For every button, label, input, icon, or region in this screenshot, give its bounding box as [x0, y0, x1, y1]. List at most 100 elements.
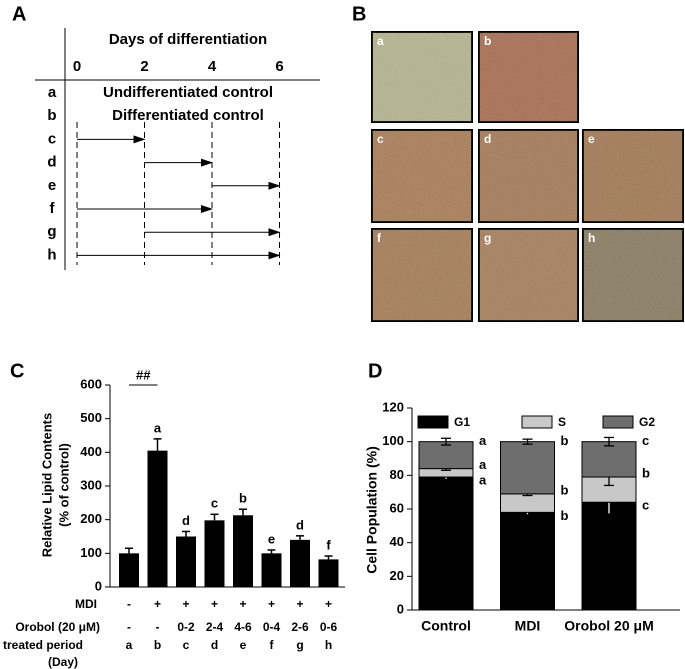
- bar: [318, 559, 339, 587]
- micrograph-texture: [372, 229, 472, 321]
- significance-letter: d: [296, 517, 304, 532]
- y-axis-label: Relative Lipid Contents: [39, 413, 54, 557]
- significance-letter: e: [268, 531, 275, 546]
- bar-segment: [418, 476, 474, 611]
- annotation: ##: [136, 367, 151, 382]
- x-tick-label: g: [296, 638, 303, 652]
- bar: [176, 536, 196, 587]
- y-tick-label: 80: [390, 467, 404, 482]
- bar-segment: [418, 441, 474, 470]
- y-tick-label: 0: [95, 578, 102, 593]
- legend-swatch: [602, 415, 634, 429]
- panel-label: C: [10, 360, 24, 382]
- y-tick-label: 40: [390, 534, 404, 549]
- bar: [290, 539, 310, 587]
- day-label: 6: [275, 58, 283, 75]
- treatment-cell: 2-6: [291, 620, 309, 634]
- bar-segment: [581, 441, 637, 478]
- significance-letter: b: [561, 508, 569, 523]
- row-text: Differentiated control: [112, 107, 264, 124]
- legend-swatch: [521, 415, 553, 429]
- row-label: a: [48, 84, 57, 101]
- y-tick-label: 300: [80, 477, 102, 492]
- significance-letter: c: [211, 496, 218, 511]
- treatment-cell: +: [268, 597, 275, 611]
- row-label: c: [48, 130, 56, 147]
- treatment-cell: 0-4: [263, 620, 281, 634]
- bar: [233, 515, 253, 587]
- row-label: g: [47, 223, 56, 240]
- treatment-label: Orobol (20 μM): [15, 620, 100, 634]
- micrograph-texture: [479, 32, 578, 122]
- micrograph-label: f: [377, 231, 382, 245]
- micrograph-label: e: [588, 132, 595, 146]
- significance-letter: b: [561, 482, 569, 497]
- micrograph-texture: [479, 130, 578, 222]
- significance-letter: f: [326, 537, 331, 552]
- y-tick-label: 0: [397, 601, 404, 616]
- y-tick-label: 100: [80, 545, 102, 560]
- x-tick-label: MDI: [515, 618, 541, 634]
- micrograph-texture: [479, 229, 578, 321]
- x-tick-label: Orobol 20 μM: [564, 618, 653, 634]
- bar-segment: [500, 441, 555, 495]
- bar-segment: [581, 501, 637, 611]
- significance-letter: c: [642, 433, 649, 448]
- bar-segment: [500, 493, 555, 513]
- micrograph-texture: [583, 130, 683, 222]
- x-axis-label: treated period: [3, 638, 83, 652]
- micrograph-texture: [372, 32, 472, 122]
- treatment-cell: -: [156, 620, 160, 634]
- day-label: 0: [73, 58, 81, 75]
- treatment-cell: 4-6: [234, 620, 252, 634]
- micrograph-label: b: [484, 34, 491, 48]
- row-label: d: [47, 154, 56, 171]
- x-tick-label: d: [211, 638, 218, 652]
- bar-segment: [500, 511, 555, 611]
- significance-letter: b: [642, 465, 650, 480]
- diagram-title: Days of differentiation: [109, 31, 267, 48]
- micrograph-label: g: [484, 231, 491, 245]
- x-tick-label: a: [126, 638, 133, 652]
- row-text: Undifferentiated control: [103, 84, 273, 101]
- treatment-cell: +: [239, 597, 246, 611]
- significance-letter: a: [479, 457, 487, 472]
- micrograph-label: c: [377, 132, 384, 146]
- legend-label: G1: [454, 415, 470, 429]
- significance-letter: c: [642, 498, 649, 513]
- x-tick-label: b: [154, 638, 161, 652]
- bar: [147, 450, 168, 587]
- treatment-cell: -: [127, 597, 131, 611]
- bar: [261, 553, 282, 587]
- x-tick-label: Control: [421, 618, 471, 634]
- micrograph-label: d: [484, 132, 491, 146]
- significance-letter: a: [479, 472, 487, 487]
- treatment-cell: +: [211, 597, 218, 611]
- legend-swatch: [417, 415, 449, 429]
- legend-label: G2: [639, 415, 655, 429]
- panel-label: B: [352, 3, 366, 25]
- y-tick-label: 120: [382, 399, 404, 414]
- y-tick-label: 400: [80, 444, 102, 459]
- x-tick-label: h: [325, 638, 332, 652]
- treatment-cell: -: [127, 620, 131, 634]
- treatment-cell: 0-2: [177, 620, 195, 634]
- y-tick-label: 20: [390, 568, 404, 583]
- x-tick-label: e: [240, 638, 247, 652]
- x-tick-label: f: [270, 638, 275, 652]
- x-tick-label: c: [183, 638, 190, 652]
- y-tick-label: 500: [80, 410, 102, 425]
- y-axis-label: (% of control): [56, 443, 71, 527]
- bar: [119, 553, 139, 587]
- day-label: 2: [140, 58, 148, 75]
- significance-letter: a: [154, 420, 162, 435]
- y-tick-label: 100: [382, 433, 404, 448]
- micrograph-texture: [372, 130, 472, 222]
- row-label: e: [48, 177, 56, 194]
- significance-letter: b: [561, 433, 569, 448]
- treatment-cell: +: [325, 597, 332, 611]
- micrograph-texture: [583, 229, 683, 321]
- row-label: h: [47, 246, 56, 263]
- treatment-label: MDI: [75, 597, 97, 611]
